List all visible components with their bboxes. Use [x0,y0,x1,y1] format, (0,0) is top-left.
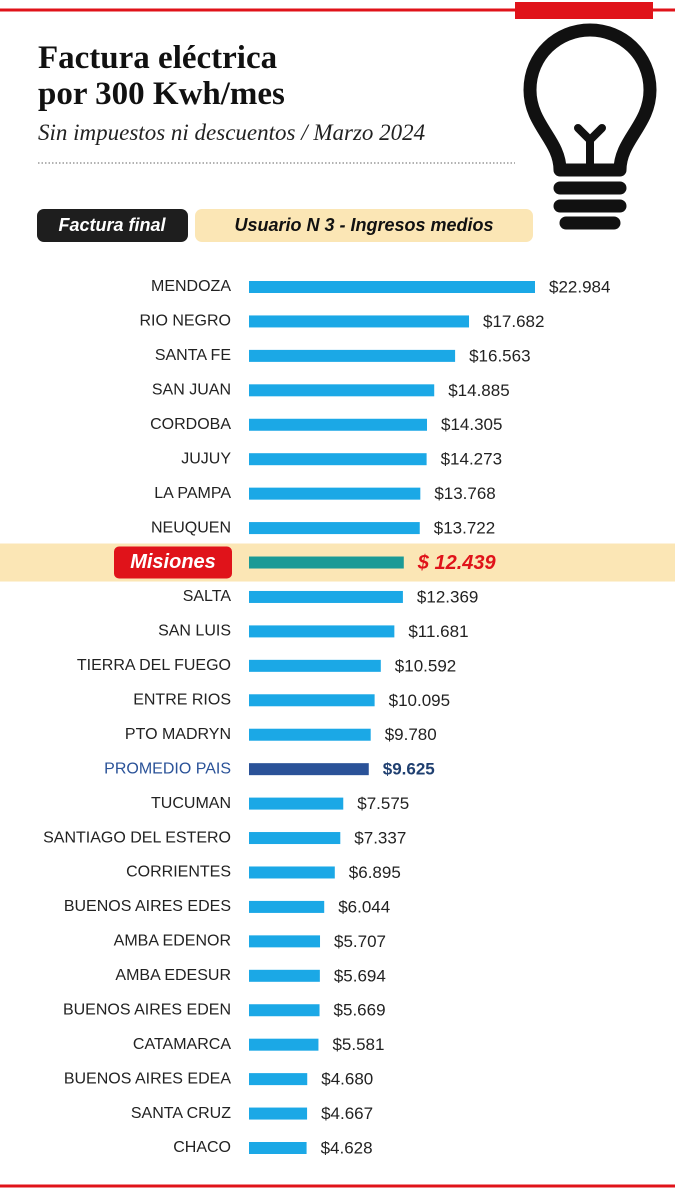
value-label: $13.722 [434,519,495,538]
bar [249,1038,319,1051]
category-label: PTO MADRYN [125,726,231,743]
bar [249,1142,307,1154]
category-label: SANTA CRUZ [131,1105,231,1122]
bar [249,728,371,741]
bar [249,487,421,500]
value-label: $12.369 [417,587,478,606]
bar [249,384,435,397]
top-tab [515,2,653,19]
value-label: $4.628 [321,1138,373,1157]
value-label: $10.095 [389,691,450,710]
value-label: $4.680 [321,1070,373,1089]
bar [249,694,375,707]
value-label: $14.273 [441,450,502,469]
bar [249,590,403,603]
bar [249,969,320,982]
category-label: TIERRA DEL FUEGO [77,657,231,674]
bar [249,556,404,569]
category-label: SALTA [183,588,232,605]
chart-subtitle: Sin impuestos ni descuentos / Marzo 2024 [38,120,425,145]
bar [249,349,456,362]
category-label: SANTA FE [155,347,231,364]
value-label: $9.625 [383,760,435,779]
badge-bg [37,209,188,242]
value-label: $13.768 [434,484,495,503]
bar [249,522,420,535]
category-label: CHACO [173,1139,231,1156]
value-label: $5.707 [334,932,386,951]
bar [249,281,535,293]
value-label: $14.885 [448,381,509,400]
category-label: CORRIENTES [126,864,231,881]
badge-bg [195,209,533,242]
value-label: $7.575 [357,794,409,813]
category-label: CATAMARCA [133,1036,231,1053]
bar [249,763,369,776]
bar [249,625,395,638]
category-label: NEUQUEN [151,519,231,536]
highlight-label-bg [114,546,232,579]
value-label: $14.305 [441,415,502,434]
bar [249,1073,308,1086]
category-label: ENTRE RIOS [133,691,231,708]
value-label: $ 12.439 [417,552,497,574]
value-label: $5.581 [332,1035,384,1054]
bar [249,418,428,431]
category-label: LA PAMPA [154,485,231,502]
bar [249,797,344,810]
category-label: PROMEDIO PAIS [104,760,231,777]
value-label: $10.592 [395,656,456,675]
value-label: $16.563 [469,346,530,365]
bar [249,935,321,948]
value-label: $9.780 [385,725,437,744]
category-label: BUENOS AIRES EDEA [64,1070,231,1087]
category-label: TUCUMAN [151,795,231,812]
bar [249,832,341,845]
badge: Factura final [58,215,166,235]
value-label: $6.044 [338,897,390,916]
bar [249,1107,308,1120]
category-label: Misiones [130,551,216,573]
category-label: BUENOS AIRES EDES [64,898,231,915]
bar [249,315,470,328]
category-label: SANTIAGO DEL ESTERO [43,829,231,846]
bulb-icon [523,23,657,230]
chart-title: Factura eléctrica por 300 Kwh/mes [38,40,285,112]
category-label: SAN LUIS [158,623,231,640]
category-label: CORDOBA [150,416,231,433]
category-label: AMBA EDESUR [115,967,231,984]
bar [249,900,325,913]
category-label: BUENOS AIRES EDEN [63,1001,231,1018]
category-label: MENDOZA [151,278,231,295]
value-label: $5.669 [334,1001,386,1020]
category-label: SAN JUAN [152,382,231,399]
bar [249,1004,320,1017]
value-label: $11.681 [408,622,468,641]
value-label: $7.337 [354,829,406,848]
bar [249,659,381,672]
category-label: RIO NEGRO [139,313,231,330]
value-label: $5.694 [334,966,386,985]
value-label: $22.984 [549,277,610,296]
bar [249,866,335,879]
category-label: AMBA EDENOR [114,933,231,950]
value-label: $4.667 [321,1104,373,1123]
bar [249,453,427,466]
value-label: $6.895 [349,863,401,882]
category-label: JUJUY [181,450,231,467]
badge: Usuario N 3 - Ingresos medios [234,215,493,235]
value-label: $17.682 [483,312,544,331]
